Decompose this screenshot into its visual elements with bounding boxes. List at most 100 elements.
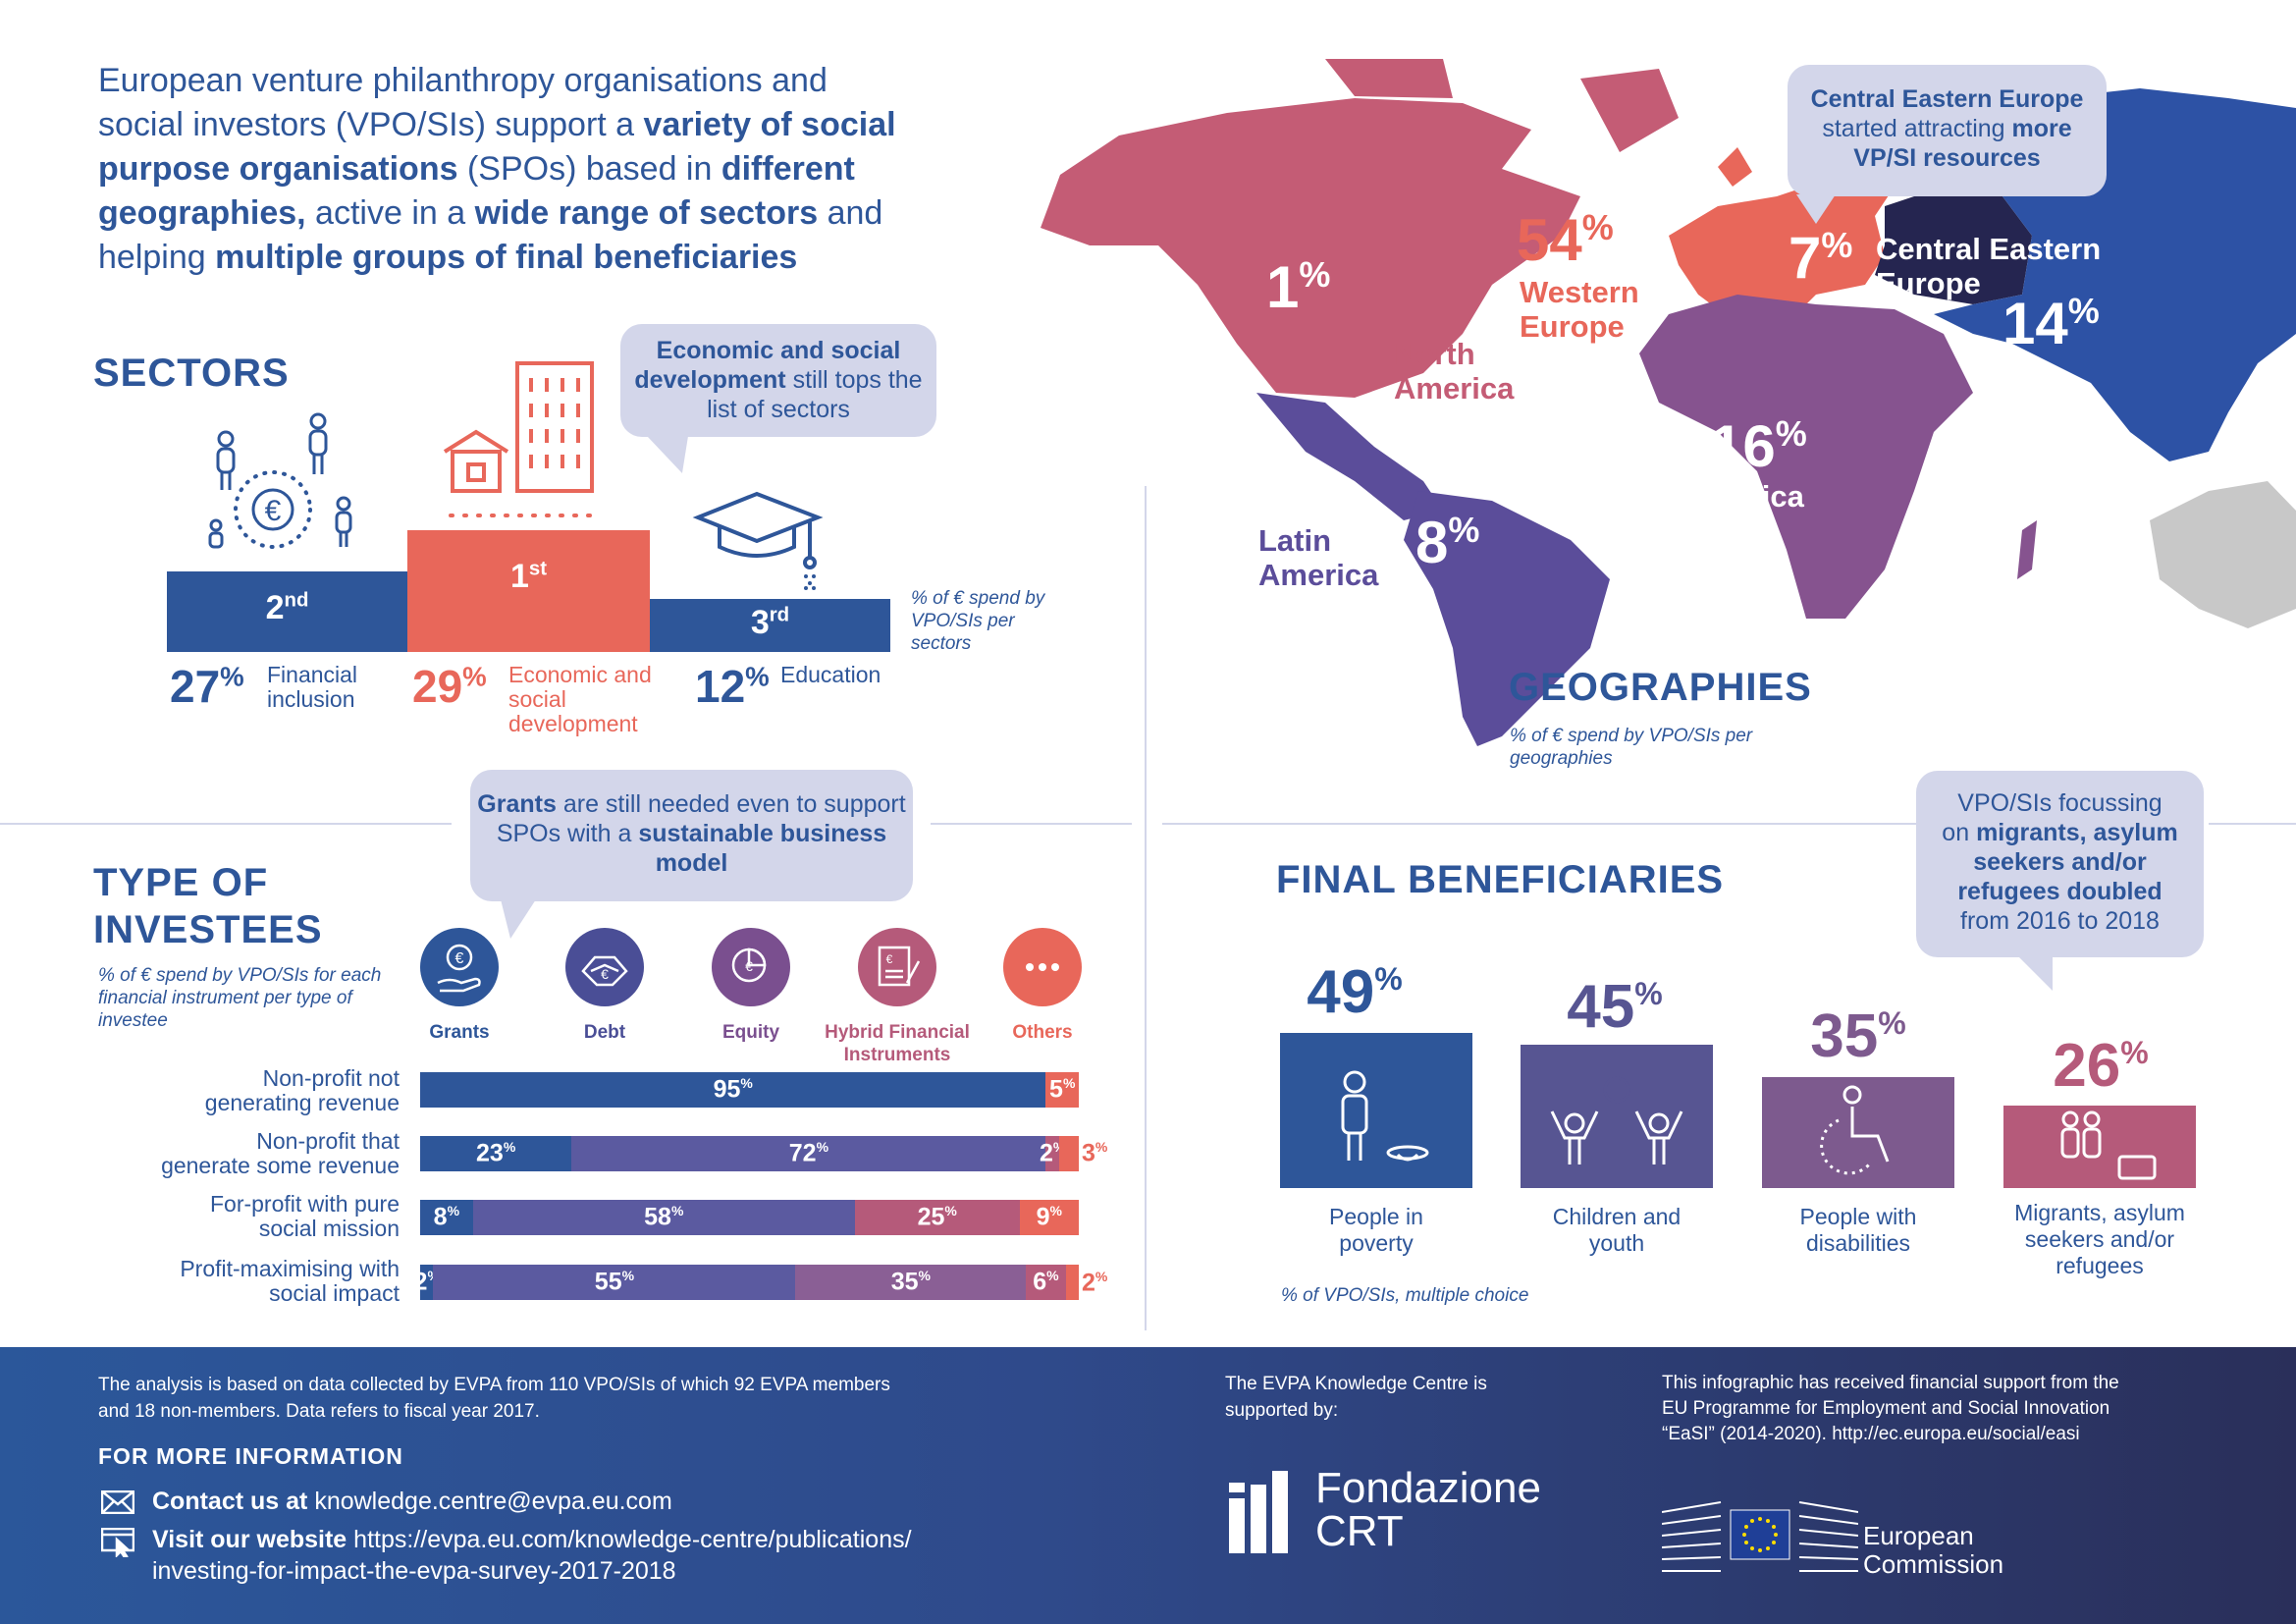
bar-segment: 23%	[420, 1136, 572, 1171]
ec-name: European	[1863, 1521, 1974, 1550]
ball-icon	[1603, 1076, 1630, 1104]
intro-line: (SPOs) based in	[457, 150, 721, 188]
callout-emph: more	[2011, 115, 2072, 142]
intro-line: active in a	[305, 194, 475, 232]
cee-pct: 7%	[1789, 225, 1853, 291]
bar-segment: 95%	[420, 1072, 1046, 1108]
intro-line: European venture philanthropy organisati…	[98, 62, 828, 99]
africa-region	[1639, 295, 2037, 619]
callout-text: started attracting	[1822, 115, 2012, 142]
central-eastern-europe-region	[1875, 187, 2032, 304]
horizontal-divider	[2209, 823, 2296, 825]
contact-email-link[interactable]: knowledge.centre@evpa.eu.com	[314, 1488, 672, 1515]
migrants-callout: VPO/SIs focussing on migrants, asylum se…	[1916, 771, 2204, 957]
bar-segment: 6%	[1026, 1265, 1066, 1300]
hybrid-icon: €	[858, 928, 936, 1006]
website-line[interactable]: Visit our website https://evpa.eu.com/kn…	[152, 1524, 912, 1587]
website-link[interactable]: https://evpa.eu.com/knowledge-centre/pub…	[353, 1526, 912, 1553]
intro-emph: different	[721, 150, 855, 188]
investee-bar: 23% 72% 2%	[420, 1136, 1079, 1171]
intro-emph: geographies,	[98, 194, 306, 232]
callout-emph: refugees doubled	[1957, 878, 2163, 905]
contact-label: Contact us at	[152, 1488, 308, 1515]
instrument-label: Grants	[429, 1022, 490, 1043]
beneficiary-label: Children and youth	[1552, 1204, 1682, 1256]
intro-line: social investors (VPO/SIs) support a	[98, 106, 644, 143]
svg-text:€: €	[886, 952, 893, 966]
investee-bar: 2% 55% 35% 6%	[414, 1265, 1079, 1300]
more-info-heading: FOR MORE INFORMATION	[98, 1443, 403, 1469]
wheelchair-icon	[1820, 1085, 1890, 1175]
poverty-box	[1280, 1033, 1472, 1188]
intro-emph: purpose organisations	[98, 150, 458, 188]
segment-label: 23%	[476, 1139, 516, 1167]
poverty-icon	[1341, 1070, 1429, 1162]
segment-label: 5%	[1049, 1075, 1076, 1104]
cee-callout: Central Eastern Europe started attractin…	[1788, 65, 2107, 196]
bar-segment: 72%	[571, 1136, 1046, 1171]
analysis-line: The analysis is based on data collected …	[98, 1375, 890, 1395]
eu-text: This infographic has received financial …	[1662, 1373, 2119, 1444]
grants-callout: Grants are still needed even to support …	[470, 770, 913, 901]
instrument-label: Equity	[721, 1022, 780, 1043]
geographies-heading: GEOGRAPHIES	[1509, 666, 1812, 709]
grants-icon: €	[420, 928, 499, 1006]
bar-segment: 25%	[854, 1200, 1020, 1235]
callout-emph: seekers and/or	[1973, 848, 2147, 876]
africa-name: Africa	[1718, 479, 1804, 514]
economic-development-icon	[443, 361, 596, 517]
kc-text: The EVPA Knowledge Centre is	[1225, 1374, 1487, 1394]
beneficiary-label: People in poverty	[1329, 1204, 1423, 1256]
callout-tail	[501, 899, 536, 939]
others-icon	[1003, 928, 1082, 1006]
segment-label: 35%	[890, 1268, 931, 1296]
podium-1st	[407, 530, 650, 652]
bar-segment: 2%	[414, 1265, 440, 1300]
investee-bar: 8% 58% 25% 9%	[420, 1200, 1079, 1235]
investees-heading: TYPE OF INVESTEES	[93, 859, 323, 953]
bar-segment	[1058, 1136, 1079, 1171]
intro-emph: multiple groups of final beneficiaries	[215, 239, 798, 276]
bar-segment: 8%	[420, 1200, 473, 1235]
sector-pct: 29%	[412, 661, 487, 712]
podium-2nd	[167, 571, 407, 652]
bar-segment: 5%	[1045, 1072, 1079, 1108]
ec-building-icon	[1662, 1501, 1858, 1572]
investee-row-label: Profit-maximising with social impact	[180, 1256, 400, 1306]
callout-emph: migrants, asylum	[1976, 819, 2178, 846]
svg-text:€: €	[745, 958, 753, 974]
segment-label: 95%	[713, 1075, 753, 1104]
intro-line: helping	[98, 239, 216, 276]
vertical-divider	[1145, 486, 1147, 1330]
callout-emph: Grants	[477, 790, 557, 818]
contact-line[interactable]: Contact us at knowledge.centre@evpa.eu.c…	[152, 1487, 672, 1516]
segment-label: 25%	[917, 1203, 957, 1231]
horizontal-divider	[931, 823, 1132, 825]
bar-segment: 55%	[433, 1265, 796, 1300]
website-link[interactable]: investing-for-impact-the-evpa-survey-201…	[152, 1557, 676, 1585]
callout-text: on	[1942, 819, 1977, 846]
mail-icon	[101, 1490, 134, 1514]
geographies-note: % of € spend by VPO/SIs per geographies	[1510, 726, 1753, 769]
instrument-label: Others	[1012, 1022, 1073, 1043]
latin-america-region	[1404, 491, 1610, 746]
analysis-line: and 18 non-members. Data refers to fisca…	[98, 1401, 540, 1422]
we-pct: 54%	[1517, 207, 1614, 273]
instrument-label: Debt	[583, 1022, 626, 1043]
beneficiaries-note: % of VPO/SIs, multiple choice	[1281, 1285, 1529, 1306]
rank-label: 3rd	[750, 604, 790, 641]
investees-heading-line: INVESTEES	[93, 908, 323, 951]
callout-text: VPO/SIs focussing	[1957, 789, 2163, 817]
callout-text: are still needed even to support SPOs wi…	[496, 790, 906, 847]
bar-segment: 35%	[795, 1265, 1027, 1300]
segment-label: 72%	[788, 1139, 829, 1167]
intro-emph: wide range of sectors	[474, 194, 819, 232]
crt-name: Fondazione	[1315, 1464, 1541, 1512]
debt-icon: €	[565, 928, 644, 1006]
callout-text: from 2016 to 2018	[1960, 907, 2160, 935]
website-icon	[101, 1528, 134, 1557]
sectors-callout: Economic and social development still to…	[620, 324, 936, 437]
beneficiary-label: Migrants, asylum seekers and/or refugees	[2014, 1200, 2185, 1278]
svg-text:€: €	[455, 950, 464, 967]
migrants-box	[2003, 1106, 2196, 1188]
